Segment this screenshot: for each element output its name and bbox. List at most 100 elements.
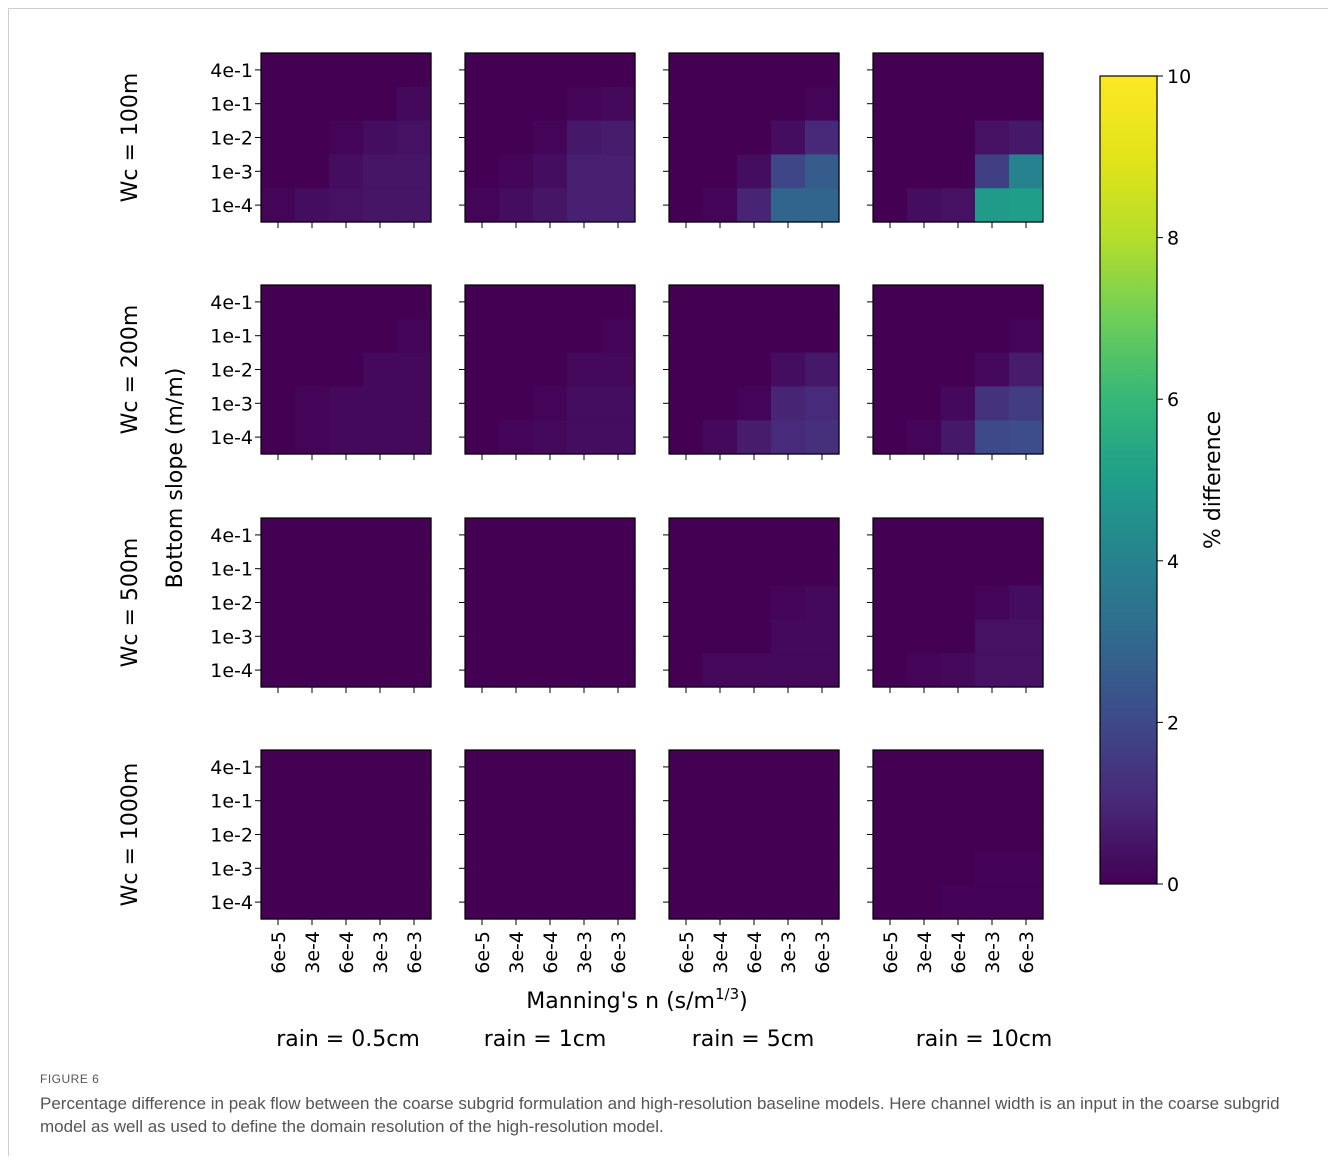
heatmap-cell — [771, 817, 806, 852]
x-tick-label: 6e-5 — [472, 931, 494, 974]
heatmap-cell — [533, 86, 568, 122]
column-title: rain = 5cm — [692, 1027, 815, 1052]
heatmap-cell — [329, 86, 364, 122]
heatmap-cell — [907, 585, 942, 620]
column-title: rain = 1cm — [484, 1027, 607, 1052]
heatmap-cell — [533, 750, 568, 785]
heatmap-cell — [737, 619, 772, 654]
y-tick-label: 1e-3 — [210, 858, 253, 880]
heatmap-cell — [703, 551, 738, 587]
heatmap-cell — [669, 653, 704, 688]
heatmap-cell — [261, 551, 296, 587]
figure-caption-text: Percentage difference in peak flow betwe… — [40, 1094, 1280, 1136]
heatmap-cell — [499, 518, 534, 553]
heatmap-cell — [805, 352, 840, 387]
heatmap-cell — [1009, 86, 1044, 122]
heatmap-cell — [261, 750, 296, 785]
heatmap-cell — [771, 585, 806, 620]
heatmap-cell — [295, 352, 330, 387]
heatmap-cell — [465, 551, 500, 587]
heatmap-cell — [703, 750, 738, 785]
heatmap-cell — [601, 154, 636, 189]
heatmap-cell — [771, 188, 806, 223]
x-tick-label: 3e-3 — [982, 931, 1004, 974]
heatmap-cell — [669, 619, 704, 654]
heatmap-cell — [397, 885, 432, 920]
heatmap-cell — [771, 653, 806, 688]
heatmap-cell — [975, 653, 1010, 688]
heatmap-cell — [567, 750, 602, 785]
heatmap-cell — [669, 551, 704, 587]
column-title: rain = 10cm — [916, 1027, 1053, 1052]
heatmap-cell — [397, 86, 432, 122]
heatmap-cell — [805, 619, 840, 654]
heatmap-cell — [363, 285, 398, 320]
heatmap-cell — [941, 285, 976, 320]
heatmap-cell — [771, 120, 806, 155]
heatmap-cell — [465, 585, 500, 620]
heatmap-cell — [499, 619, 534, 654]
heatmap-cell — [771, 86, 806, 122]
y-tick-label: 1e-3 — [210, 393, 253, 415]
heatmap-cell — [1009, 318, 1044, 354]
heatmap-cell — [907, 851, 942, 886]
heatmap-cell — [975, 817, 1010, 852]
row-title: Wc = 200m — [118, 305, 143, 435]
heatmap-cell — [805, 53, 840, 88]
heatmap-cell — [907, 653, 942, 688]
heatmap-cell — [771, 318, 806, 354]
heatmap-cell — [703, 53, 738, 88]
labels-layer: 4e-1 1e-1 1e-2 1e-3 1e-4 4e-1 1e-1 1e-2 1e-3 1e-4… — [118, 60, 1052, 1052]
heatmap-cell — [601, 750, 636, 785]
figure-frame — [8, 8, 1328, 1156]
heatmap-cell — [873, 750, 908, 785]
heatmap-cell — [703, 285, 738, 320]
heatmap-cell — [363, 352, 398, 387]
heatmap-cell — [873, 86, 908, 122]
heatmap-cell — [533, 420, 568, 455]
heatmap-cell — [567, 653, 602, 688]
heatmap-cell — [533, 518, 568, 553]
heatmap-cell — [601, 386, 636, 421]
heatmap-cell — [703, 851, 738, 886]
heatmap-cell — [499, 53, 534, 88]
heatmap-cell — [941, 551, 976, 587]
heatmap-cell — [975, 885, 1010, 920]
heatmap-cell — [703, 653, 738, 688]
heatmap-cell — [261, 386, 296, 421]
heatmap-cell — [567, 551, 602, 587]
heatmap-cell — [771, 619, 806, 654]
heatmap-cell — [873, 188, 908, 223]
y-tick-label: 1e-4 — [210, 427, 253, 449]
heatmap-cell — [295, 53, 330, 88]
heatmap-cell — [329, 120, 364, 155]
heatmap-cell — [771, 851, 806, 886]
heatmap-cell — [499, 551, 534, 587]
heatmap-cell — [1009, 53, 1044, 88]
colorbar-label: % difference — [1201, 411, 1226, 549]
heatmap-cell — [533, 653, 568, 688]
heatmap-cell — [295, 86, 330, 122]
heatmap-cell — [737, 318, 772, 354]
heatmap-cell — [873, 120, 908, 155]
heatmap-cell — [397, 585, 432, 620]
heatmap-cell — [363, 318, 398, 354]
heatmap-panel-r1-c2 — [459, 52, 636, 228]
x-axis-label-superscript: 1/3 — [715, 985, 739, 1003]
heatmap-cell — [669, 885, 704, 920]
heatmap-cell — [669, 585, 704, 620]
heatmap-cell — [975, 619, 1010, 654]
heatmap-cell — [703, 154, 738, 189]
heatmap-cell — [805, 188, 840, 223]
heatmap-cell — [1009, 120, 1044, 155]
heatmap-cell — [873, 817, 908, 852]
heatmap-cell — [771, 285, 806, 320]
heatmap-cell — [771, 885, 806, 920]
row-title: Wc = 500m — [118, 538, 143, 668]
heatmap-cell — [499, 750, 534, 785]
x-tick-label: 6e-3 — [1016, 931, 1038, 974]
heatmap-cell — [941, 120, 976, 155]
heatmap-cell — [465, 86, 500, 122]
heatmap-cell — [703, 420, 738, 455]
x-axis-label: Manning's n (s/m1/3) — [526, 985, 747, 1014]
